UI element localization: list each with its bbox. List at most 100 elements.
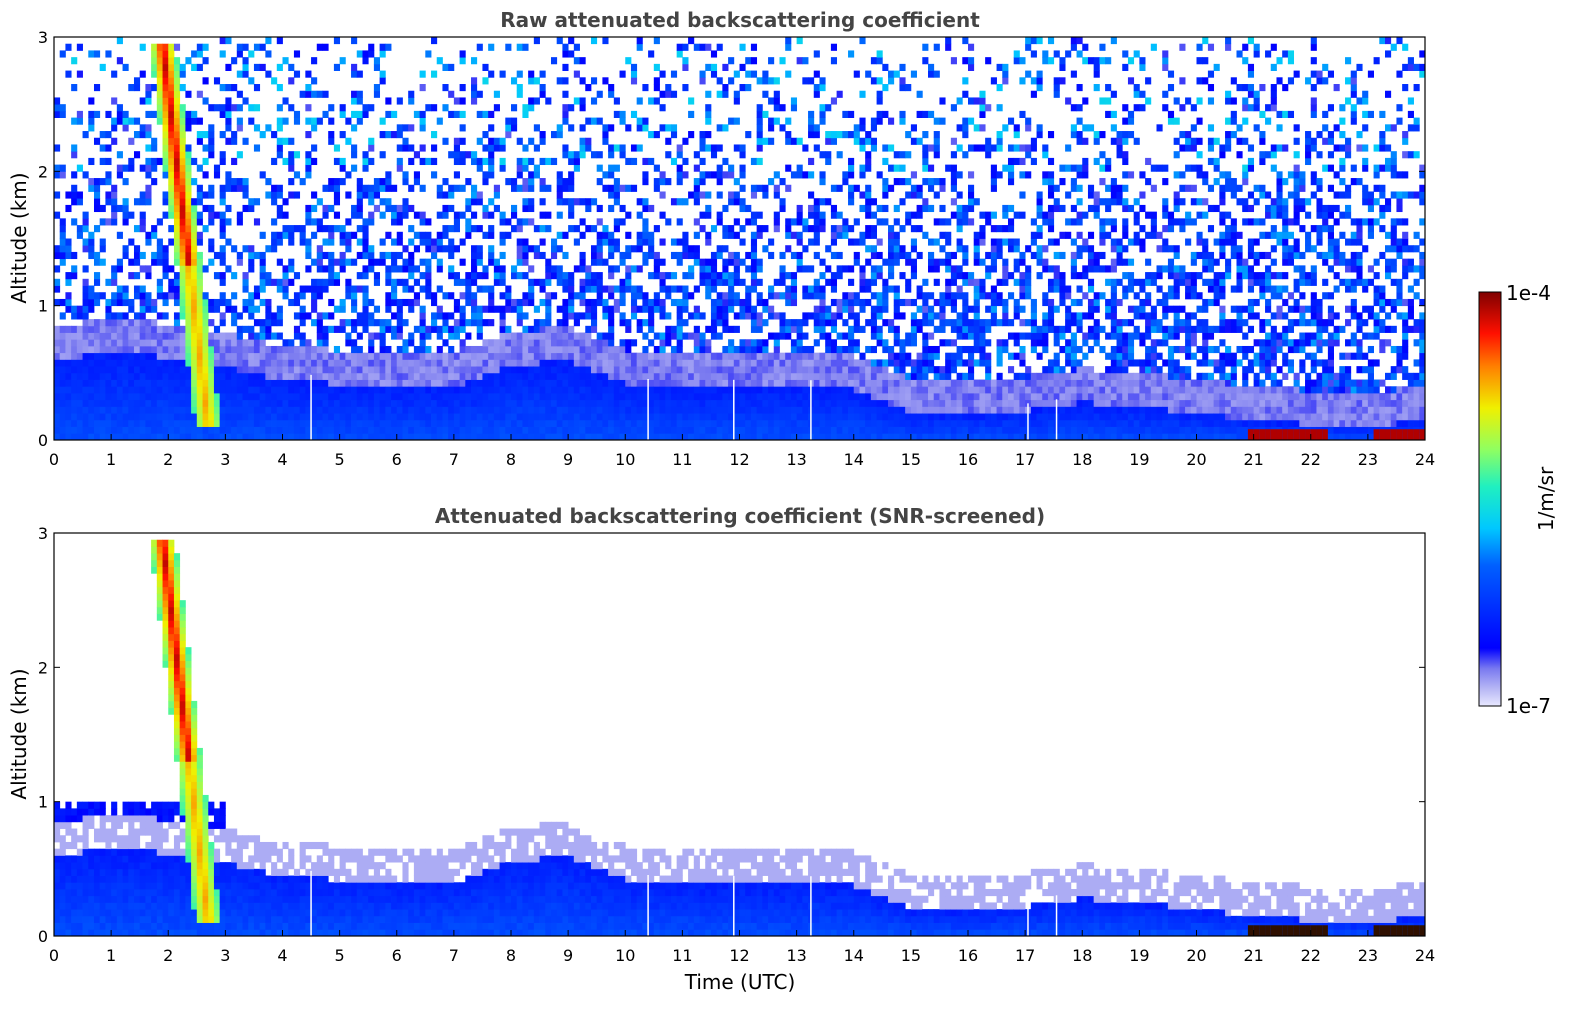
heatmap-cell xyxy=(922,57,929,65)
heatmap-cell xyxy=(408,332,415,340)
heatmap-cell xyxy=(373,366,381,374)
heatmap-cell xyxy=(528,137,535,145)
heatmap-cell xyxy=(322,352,329,360)
heatmap-cell xyxy=(236,413,243,421)
heatmap-cell xyxy=(762,245,769,253)
heatmap-cell xyxy=(550,433,558,441)
heatmap-cell xyxy=(688,359,695,367)
heatmap-cell xyxy=(311,144,318,152)
heatmap-cell xyxy=(716,379,723,387)
heatmap-cell xyxy=(750,245,758,253)
heatmap-cell xyxy=(476,325,483,333)
heatmap-cell xyxy=(419,184,426,192)
heatmap-cell xyxy=(539,90,546,98)
heatmap-cell xyxy=(185,198,192,206)
heatmap-cell xyxy=(133,285,141,293)
heatmap-cell xyxy=(482,406,489,414)
heatmap-cell xyxy=(653,332,660,340)
heatmap-cell xyxy=(156,50,163,58)
heatmap-cell xyxy=(933,386,940,394)
heatmap-cell xyxy=(739,238,746,246)
heatmap-cell xyxy=(699,157,706,166)
heatmap-cell xyxy=(568,359,575,367)
heatmap-cell xyxy=(151,386,158,394)
heatmap-cell xyxy=(293,379,301,387)
heatmap-cell xyxy=(442,319,449,327)
heatmap-cell xyxy=(173,117,181,125)
heatmap-cell xyxy=(693,345,700,354)
heatmap-cell xyxy=(648,305,655,313)
heatmap-cell xyxy=(231,419,238,427)
heatmap-cell xyxy=(488,245,495,253)
heatmap-cell xyxy=(562,151,569,159)
heatmap-cell xyxy=(859,37,866,45)
heatmap-cell xyxy=(476,332,483,340)
heatmap-cell xyxy=(830,184,838,192)
heatmap-cell xyxy=(202,144,209,152)
heatmap-cell xyxy=(836,392,843,401)
heatmap-cell xyxy=(830,204,838,213)
heatmap-cell xyxy=(333,352,341,360)
heatmap-cell xyxy=(785,272,792,280)
heatmap-cell xyxy=(848,413,855,421)
heatmap-cell xyxy=(391,406,398,414)
heatmap-cell xyxy=(299,332,306,340)
heatmap-cell xyxy=(339,258,346,266)
heatmap-cell xyxy=(276,386,283,394)
heatmap-cell xyxy=(888,251,895,260)
heatmap-cell xyxy=(836,426,843,434)
heatmap-cell xyxy=(728,325,735,333)
heatmap-cell xyxy=(882,419,889,427)
heatmap-cell xyxy=(905,178,912,186)
heatmap-cell xyxy=(413,171,420,179)
heatmap-cell xyxy=(162,77,169,85)
heatmap-cell xyxy=(528,366,535,374)
heatmap-cell xyxy=(305,90,312,98)
heatmap-cell xyxy=(550,366,558,374)
heatmap-cell xyxy=(425,278,432,286)
heatmap-cell xyxy=(613,265,620,273)
heatmap-cell xyxy=(311,433,318,441)
heatmap-cell xyxy=(728,399,735,407)
heatmap-cell xyxy=(750,399,758,407)
heatmap-cell xyxy=(145,345,152,354)
heatmap-cell xyxy=(899,178,906,186)
heatmap-cell xyxy=(819,366,826,374)
heatmap-cell xyxy=(242,406,249,414)
heatmap-cell xyxy=(265,366,272,374)
heatmap-cell xyxy=(345,352,352,360)
heatmap-cell xyxy=(191,399,198,407)
heatmap-cell xyxy=(568,178,575,186)
heatmap-cell xyxy=(528,104,535,112)
heatmap-cell xyxy=(888,231,895,239)
heatmap-cell xyxy=(659,372,666,380)
heatmap-cell xyxy=(693,433,700,441)
heatmap-cell xyxy=(773,399,780,407)
heatmap-cell xyxy=(722,90,729,98)
heatmap-cell xyxy=(179,379,186,387)
heatmap-cell xyxy=(362,265,369,273)
heatmap-cell xyxy=(699,137,706,145)
heatmap-cell xyxy=(482,413,489,421)
heatmap-cell xyxy=(910,366,917,374)
heatmap-cell xyxy=(59,433,66,441)
heatmap-cell xyxy=(693,419,700,427)
heatmap-cell xyxy=(590,258,598,266)
heatmap-cell xyxy=(482,272,489,280)
heatmap-cell xyxy=(191,238,198,246)
heatmap-cell xyxy=(865,231,872,239)
heatmap-cell xyxy=(722,379,729,387)
heatmap-cell xyxy=(922,178,929,186)
heatmap-cell xyxy=(790,278,798,286)
heatmap-cell xyxy=(533,37,540,45)
heatmap-cell xyxy=(351,386,358,394)
heatmap-cell xyxy=(596,339,603,347)
heatmap-cell xyxy=(105,406,112,414)
heatmap-cell xyxy=(105,144,112,152)
heatmap-cell xyxy=(493,366,500,374)
heatmap-cell xyxy=(790,251,798,260)
heatmap-cell xyxy=(516,137,523,145)
heatmap-cell xyxy=(836,184,843,192)
heatmap-cell xyxy=(465,392,472,401)
heatmap-cell xyxy=(436,413,443,421)
